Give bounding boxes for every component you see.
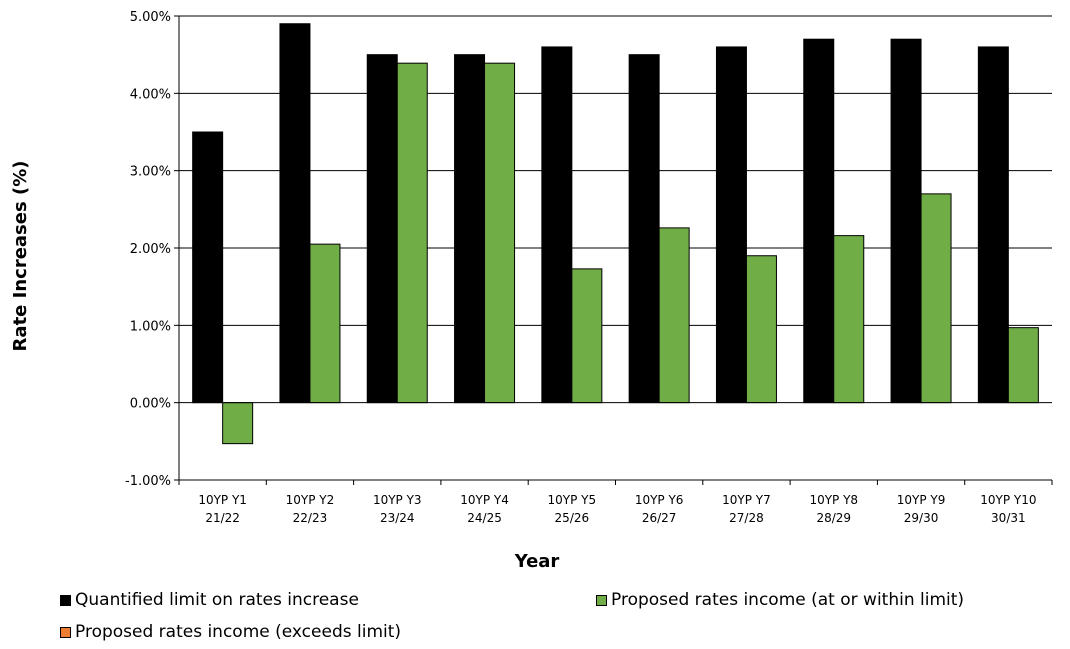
bar-series-0-cat-0 xyxy=(192,131,224,404)
axes xyxy=(174,15,1053,485)
y-tick-label: 5.00% xyxy=(130,10,171,25)
bar-series-0-cat-5 xyxy=(628,54,660,404)
x-category-label: 10YP Y10 xyxy=(980,493,1036,507)
bar-series-0-cat-3 xyxy=(454,54,486,404)
x-category-label: 10YP Y1 xyxy=(198,493,247,507)
legend-item-exceeds-limit: Proposed rates income (exceeds limit) xyxy=(60,622,401,642)
x-category-label: 10YP Y5 xyxy=(548,493,597,507)
y-tick-label: 3.00% xyxy=(130,165,171,180)
legend: Quantified limit on rates increase Propo… xyxy=(60,586,1060,646)
bar-series-0-cat-8 xyxy=(890,38,922,404)
y-tick-label: 4.00% xyxy=(130,87,171,102)
bar-series-1-cat-3 xyxy=(484,62,516,404)
x-category-sublabel: 23/24 xyxy=(380,511,415,525)
x-category-label: 10YP Y9 xyxy=(897,493,946,507)
bar-series-1-cat-8 xyxy=(920,193,952,404)
bar-series-1-cat-9 xyxy=(1007,327,1039,404)
x-category-sublabel: 29/30 xyxy=(904,511,939,525)
x-category-sublabel: 27/28 xyxy=(729,511,764,525)
bar-series-0-cat-2 xyxy=(366,54,398,404)
bar-series-1-cat-6 xyxy=(745,255,777,404)
x-category-label: 10YP Y2 xyxy=(286,493,335,507)
x-category-sublabel: 30/31 xyxy=(991,511,1026,525)
x-category-sublabel: 22/23 xyxy=(293,511,328,525)
x-category-label: 10YP Y7 xyxy=(722,493,771,507)
bar-series-0-cat-7 xyxy=(803,38,835,404)
x-category-sublabel: 21/22 xyxy=(205,511,240,525)
x-category-sublabel: 24/25 xyxy=(467,511,502,525)
bar-series-1-cat-5 xyxy=(658,227,690,404)
y-tick-label: 0.00% xyxy=(130,397,171,412)
bar-series-1-cat-1 xyxy=(309,243,341,404)
legend-swatch-limit xyxy=(60,594,71,606)
x-category-label: 10YP Y6 xyxy=(635,493,684,507)
y-tick-label: -1.00% xyxy=(125,474,171,489)
x-category-sublabel: 25/26 xyxy=(555,511,590,525)
legend-item-limit: Quantified limit on rates increase xyxy=(60,590,359,610)
bar-chart: -1.00% 0.00% 1.00% 2.00% 3.00% 4.00% 5.00% 10Y… xyxy=(10,10,1053,572)
x-axis-title: Year xyxy=(514,551,560,572)
x-category-label: 10YP Y8 xyxy=(809,493,858,507)
y-axis-title: Rate Increases (%) xyxy=(10,161,31,352)
x-category-labels: 10YP Y1 21/22 10YP Y2 22/23 10YP Y3 23/24 10YP… xyxy=(198,493,1036,525)
x-category-label: 10YP Y4 xyxy=(460,493,509,507)
legend-item-within-limit: Proposed rates income (at or within limi… xyxy=(596,590,964,610)
bar-series-1-cat-4 xyxy=(571,268,603,404)
y-tick-label: 2.00% xyxy=(130,242,171,257)
y-tick-label: 1.00% xyxy=(130,319,171,334)
x-category-sublabel: 26/27 xyxy=(642,511,677,525)
x-category-sublabel: 28/29 xyxy=(816,511,851,525)
bar-series-1-cat-0 xyxy=(222,402,254,445)
bar-series-0-cat-4 xyxy=(541,46,573,404)
bar-series-0-cat-6 xyxy=(715,46,747,404)
bar-series-0-cat-9 xyxy=(977,46,1009,404)
legend-label-exceeds-limit: Proposed rates income (exceeds limit) xyxy=(75,622,402,642)
legend-swatch-exceeds-limit xyxy=(60,626,71,638)
y-tick-labels: -1.00% 0.00% 1.00% 2.00% 3.00% 4.00% 5.00% xyxy=(125,10,171,489)
x-category-label: 10YP Y3 xyxy=(373,493,422,507)
legend-label-within-limit: Proposed rates income (at or within limi… xyxy=(611,590,965,610)
bar-series-1-cat-7 xyxy=(833,235,865,404)
bar-series-0-cat-1 xyxy=(279,23,311,404)
bars xyxy=(192,23,1039,445)
legend-swatch-within-limit xyxy=(596,594,607,606)
bar-series-1-cat-2 xyxy=(396,62,428,404)
legend-label-limit: Quantified limit on rates increase xyxy=(75,590,359,610)
